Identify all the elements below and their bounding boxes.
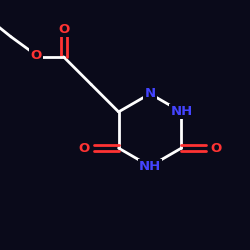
Text: O: O (58, 23, 69, 36)
Text: N: N (144, 87, 156, 100)
Text: NH: NH (170, 106, 192, 118)
Text: O: O (78, 142, 90, 154)
Text: NH: NH (139, 160, 161, 173)
Text: O: O (210, 142, 222, 154)
Text: O: O (30, 49, 42, 62)
